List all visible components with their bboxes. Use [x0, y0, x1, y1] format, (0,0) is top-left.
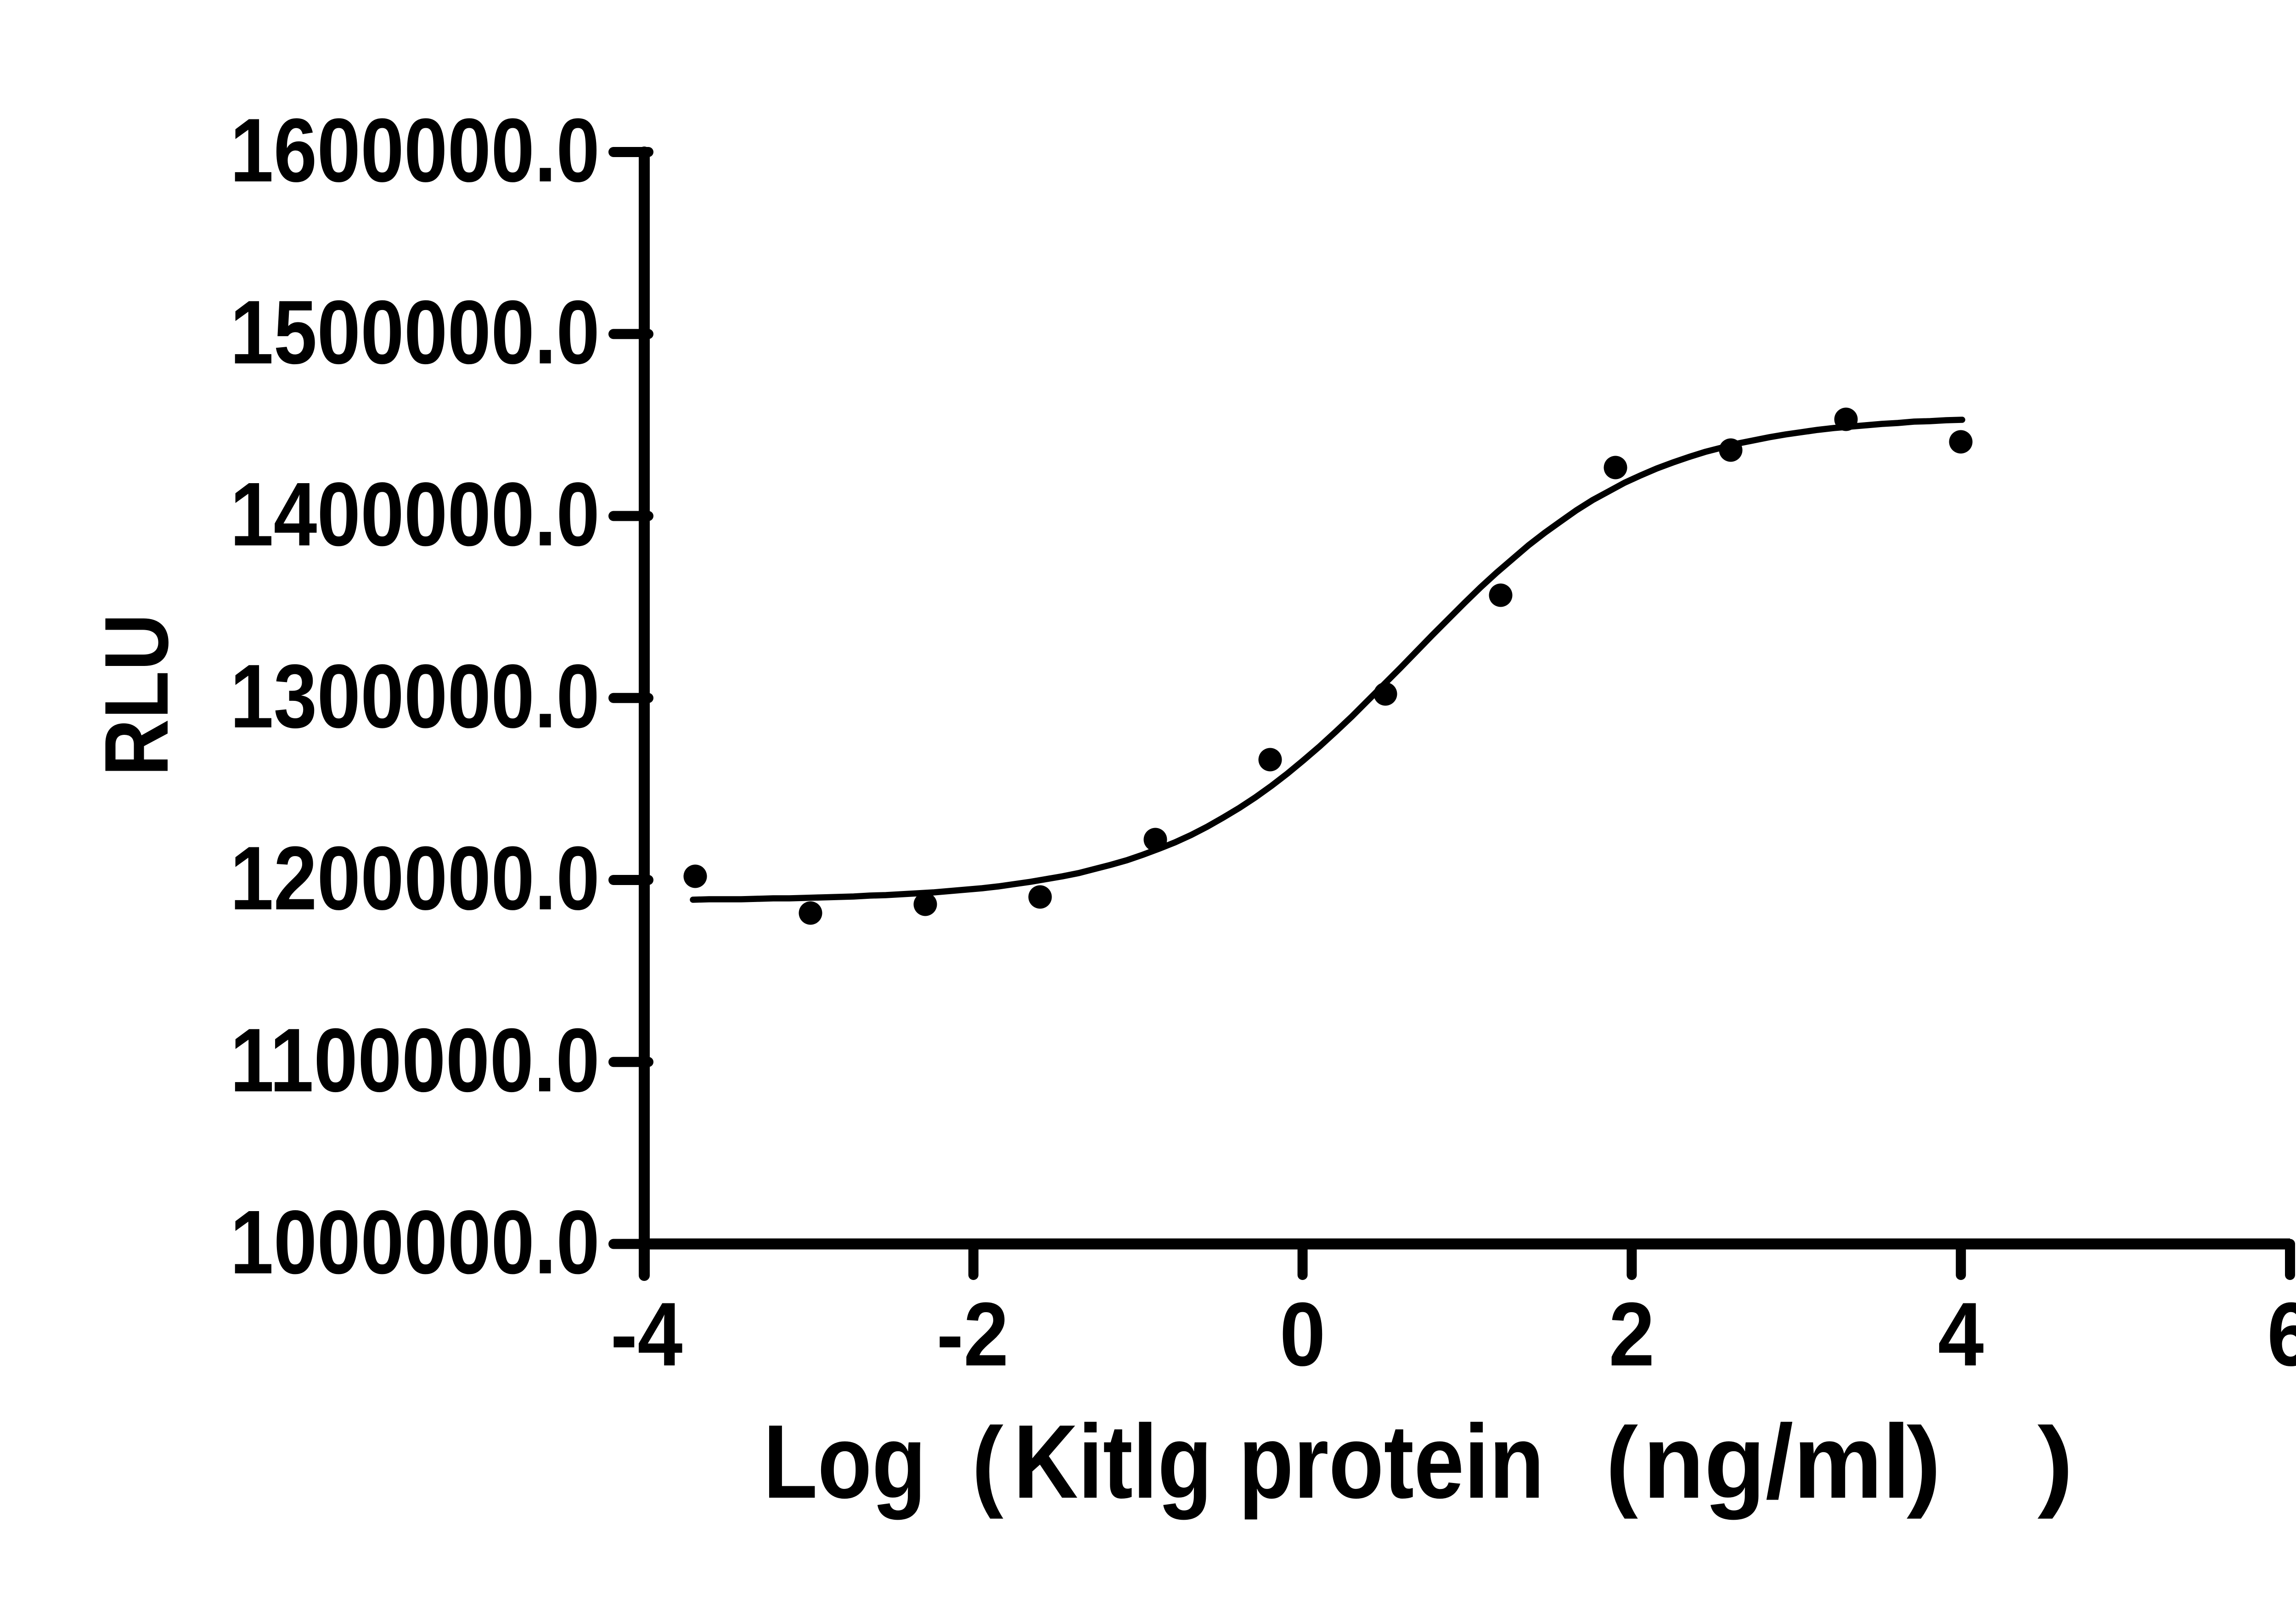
- svg-text:1300000.0: 1300000.0: [230, 646, 600, 747]
- svg-text:-2: -2: [937, 1284, 1009, 1385]
- svg-text:1100000.0: 1100000.0: [230, 1009, 600, 1111]
- svg-text:RLU: RLU: [86, 614, 187, 776]
- svg-text:1600000.0: 1600000.0: [230, 100, 600, 201]
- svg-text:1500000.0: 1500000.0: [230, 282, 600, 383]
- svg-text:1000000.0: 1000000.0: [230, 1192, 600, 1293]
- svg-text:): ): [1907, 1406, 1941, 1519]
- svg-text:): ): [2037, 1406, 2073, 1519]
- svg-text:6: 6: [2267, 1284, 2296, 1385]
- svg-text:protein: protein: [1238, 1404, 1544, 1520]
- svg-text:(: (: [972, 1406, 1004, 1519]
- svg-text:1200000.0: 1200000.0: [230, 828, 600, 929]
- svg-text:Log: Log: [763, 1404, 926, 1520]
- svg-text:(: (: [1606, 1406, 1638, 1519]
- svg-text:1400000.0: 1400000.0: [230, 464, 600, 565]
- svg-text:4: 4: [1938, 1284, 1984, 1385]
- svg-text:Kitlg: Kitlg: [1013, 1404, 1212, 1520]
- svg-text:ng/ml: ng/ml: [1643, 1404, 1910, 1520]
- svg-text:2: 2: [1609, 1284, 1654, 1385]
- svg-text:0: 0: [1280, 1284, 1326, 1385]
- svg-text:-4: -4: [611, 1284, 683, 1385]
